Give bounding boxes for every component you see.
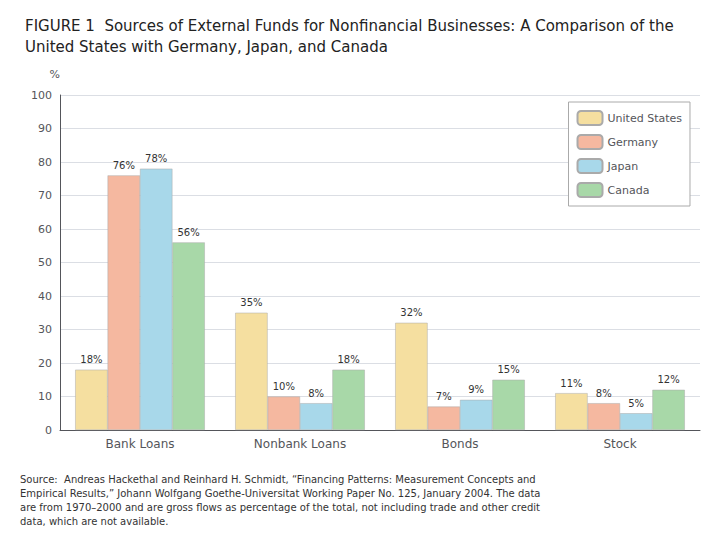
svg-text:Nonbank Loans: Nonbank Loans (254, 437, 346, 451)
svg-text:15%: 15% (497, 364, 519, 375)
svg-text:Source: Andreas Hackethal and: Source: Andreas Hackethal and Reinhard H… (20, 474, 536, 485)
svg-text:FIGURE 1 Sources of External: FIGURE 1 Sources of External Funds for N… (25, 17, 678, 35)
svg-text:56%: 56% (177, 227, 199, 238)
svg-text:Empirical Results,” Johann Wol: Empirical Results,” Johann Wolfgang Goet… (20, 488, 540, 499)
svg-text:%: % (50, 68, 60, 81)
svg-text:data, which are not available.: data, which are not available. (20, 516, 168, 527)
svg-text:11%: 11% (560, 378, 582, 389)
svg-text:10: 10 (38, 390, 52, 403)
svg-text:40: 40 (38, 290, 52, 303)
svg-text:Bonds: Bonds (441, 437, 478, 451)
svg-text:76%: 76% (113, 160, 135, 171)
svg-text:are from 1970–2000 and are gro: are from 1970–2000 and are gross flows a… (20, 502, 540, 513)
svg-text:8%: 8% (308, 388, 324, 399)
svg-text:Bank Loans: Bank Loans (106, 437, 175, 451)
svg-text:18%: 18% (337, 354, 359, 365)
svg-text:7%: 7% (436, 391, 452, 402)
svg-text:80: 80 (38, 156, 52, 169)
svg-text:35%: 35% (240, 297, 262, 308)
svg-text:70: 70 (38, 189, 52, 202)
svg-text:20: 20 (38, 357, 52, 370)
svg-text:United States: United States (608, 112, 683, 125)
svg-text:18%: 18% (80, 354, 102, 365)
svg-text:Stock: Stock (603, 437, 636, 451)
svg-text:60: 60 (38, 223, 52, 236)
svg-text:Canada: Canada (608, 184, 650, 197)
svg-text:10%: 10% (273, 381, 295, 392)
svg-text:90: 90 (38, 122, 52, 135)
svg-text:United States with Germany, Ja: United States with Germany, Japan, and C… (25, 38, 388, 56)
svg-text:78%: 78% (145, 153, 167, 164)
svg-text:9%: 9% (468, 384, 484, 395)
svg-text:100: 100 (31, 89, 52, 102)
svg-text:Germany: Germany (608, 136, 659, 149)
svg-text:Japan: Japan (607, 160, 639, 173)
svg-text:8%: 8% (596, 388, 612, 399)
svg-text:50: 50 (38, 256, 52, 269)
svg-text:32%: 32% (400, 307, 422, 318)
svg-text:0: 0 (45, 424, 52, 437)
svg-text:30: 30 (38, 323, 52, 336)
svg-text:12%: 12% (657, 374, 679, 385)
svg-text:5%: 5% (628, 398, 644, 409)
